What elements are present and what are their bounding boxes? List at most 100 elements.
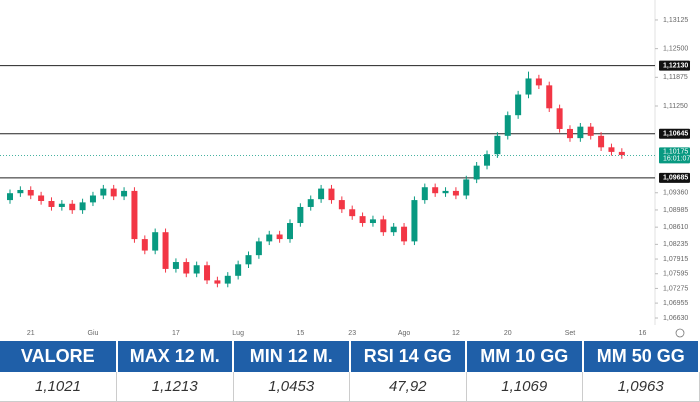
candle-body [587, 126, 594, 136]
candle-body [598, 135, 605, 148]
candle-body [484, 154, 491, 166]
x-tick-label: 12 [452, 330, 460, 337]
table-body: 1,1021 1,1213 1,0453 47,92 1,1069 1,0963 [0, 372, 700, 402]
table-cell: 1,1021 [0, 372, 117, 402]
candle-body [401, 226, 408, 242]
table-header: MAX 12 M. [116, 341, 234, 372]
candle-body [48, 201, 55, 207]
candle-body [245, 255, 252, 265]
last-price-countdown: 16:01:07 [663, 156, 690, 163]
candle-body [463, 179, 470, 196]
candle-body [369, 219, 376, 224]
table-row: 1,1021 1,1213 1,0453 47,92 1,1069 1,0963 [0, 372, 700, 402]
candle-body [318, 188, 325, 200]
candle-body [338, 200, 345, 210]
candle-body [525, 78, 532, 95]
x-tick-label: 21 [27, 330, 35, 337]
candle-body [442, 190, 449, 194]
y-tick-label: 1,07595 [663, 271, 688, 278]
settings-icon[interactable] [675, 328, 685, 338]
candle-body [276, 234, 283, 240]
y-tick-label: 1,08985 [663, 207, 688, 214]
candle-body [69, 203, 76, 211]
table-cell: 1,0453 [233, 372, 350, 402]
candle-body [421, 187, 428, 201]
candle-body [100, 188, 107, 196]
candle-body [556, 108, 563, 129]
y-tick-label: 1,07275 [663, 285, 688, 292]
table-cell: 1,0963 [582, 372, 700, 402]
table-header: MM 50 GG [582, 341, 700, 372]
x-tick-label: 16 [639, 330, 647, 337]
candle-body [286, 223, 293, 240]
y-tick-label: 1,06955 [663, 300, 688, 307]
candle-body [494, 135, 501, 155]
candle-body [349, 209, 356, 217]
table-header: MIN 12 M. [233, 341, 351, 372]
x-tick-label: 23 [348, 330, 356, 337]
candle-body [141, 239, 148, 251]
chart: 1,13125 1,12500 1,11875 1,11250 1,09360 1,089… [0, 0, 690, 338]
candle-body [452, 190, 459, 196]
header-row: VALORE MAX 12 M. MIN 12 M. RSI 14 GG MM 10 G… [0, 341, 700, 372]
y-tick-label: 1,07915 [663, 256, 688, 263]
candle-body [380, 219, 387, 233]
candle-body [172, 262, 179, 269]
candle-body [359, 216, 366, 224]
table-header: RSI 14 GG [349, 341, 467, 372]
candle-body [535, 78, 542, 86]
x-tick-label: 17 [172, 330, 180, 337]
candle-body [235, 264, 242, 276]
level-label: 1,12130 [663, 62, 688, 69]
candle-body [618, 151, 625, 156]
y-tick-label: 1,11250 [663, 103, 688, 110]
candle-body [110, 188, 117, 197]
candle-body [473, 165, 480, 180]
level-label: 1,10645 [663, 131, 688, 138]
x-tick-label: 20 [504, 330, 512, 337]
x-tick-label: Giu [88, 330, 99, 337]
x-tick-label: Ago [398, 330, 411, 337]
table-cell: 47,92 [349, 372, 467, 402]
level-label-box [659, 128, 690, 139]
stats-table: VALORE MAX 12 M. MIN 12 M. RSI 14 GG MM 10 G… [0, 341, 700, 402]
candle-body [411, 200, 418, 242]
x-tick-label: Lug [232, 330, 244, 337]
x-tick-label: Set [565, 330, 576, 337]
candle-body [162, 232, 169, 269]
y-tick-label: 1,09360 [663, 190, 688, 197]
table-header: MM 10 GG [466, 341, 584, 372]
level-label-box [659, 172, 690, 183]
candle-body [546, 85, 553, 109]
candle-body [214, 280, 221, 284]
candle-body [17, 189, 24, 194]
y-tick-label: 1,11875 [663, 74, 688, 81]
candle-body [7, 193, 13, 201]
table-cell: 1,1069 [466, 372, 583, 402]
candle-body [390, 226, 397, 233]
candle-body [504, 115, 511, 136]
candle-body [79, 202, 86, 211]
candle-body [608, 147, 615, 152]
candle-body [58, 203, 65, 207]
y-tick-label: 1,08235 [663, 241, 688, 248]
candle-body [328, 188, 335, 201]
level-label-box [659, 60, 690, 71]
last-price-label: 1,10175 [663, 149, 688, 156]
candle-body [297, 206, 304, 224]
candle-body [577, 126, 584, 139]
table-header: VALORE [0, 341, 118, 372]
y-tick-label: 1,06630 [663, 315, 688, 322]
candle-body [515, 94, 522, 116]
candle-body [266, 234, 273, 242]
y-tick-label: 1,13125 [663, 17, 688, 24]
candle-body [432, 187, 439, 194]
candle-body [152, 232, 159, 251]
candle-body [38, 195, 45, 201]
candle-body [566, 128, 573, 139]
candle-body [183, 262, 190, 274]
y-tick-label: 1,08610 [663, 224, 688, 231]
candle-body [204, 265, 211, 281]
candle-body [89, 195, 96, 203]
